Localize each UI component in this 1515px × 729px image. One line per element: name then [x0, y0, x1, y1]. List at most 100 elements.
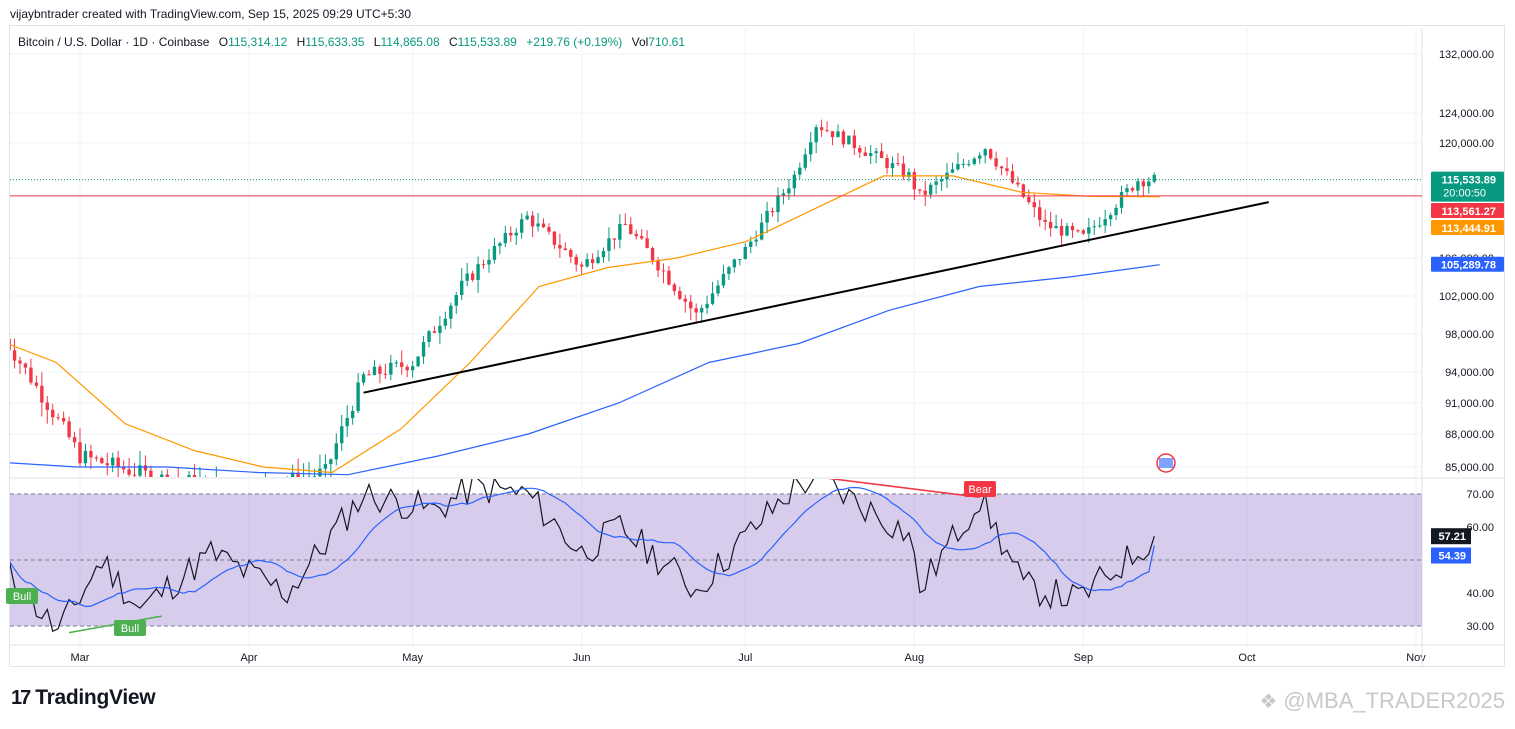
- candle-body: [912, 172, 917, 190]
- chart-frame: [9, 25, 1505, 667]
- candle-body: [574, 256, 578, 265]
- candle-body: [410, 366, 415, 371]
- candle-body: [667, 270, 671, 285]
- price-tick-label: 91,000.00: [1445, 398, 1494, 410]
- candle-body: [885, 158, 889, 169]
- tradingview-mark-icon: 17: [11, 686, 31, 709]
- candle-body: [607, 238, 611, 251]
- candle-body: [890, 163, 895, 169]
- candle-body: [1125, 188, 1129, 193]
- price-tick-label: 94,000.00: [1445, 367, 1494, 379]
- volume-value: 710.61: [648, 35, 685, 49]
- candle-body: [601, 250, 606, 258]
- candle-body: [138, 465, 142, 476]
- candle-body: [967, 163, 971, 165]
- candle-body: [105, 463, 109, 466]
- candle-body: [743, 246, 747, 260]
- price-badge: [1431, 220, 1504, 235]
- candle-body: [481, 264, 486, 266]
- last-price-label: 115,533.89: [1442, 175, 1496, 187]
- candle-body: [618, 223, 622, 240]
- candle-body: [847, 135, 851, 145]
- candle-body: [819, 127, 824, 131]
- candle-body: [61, 417, 66, 422]
- x-tick-label: Apr: [240, 652, 257, 664]
- candle-body: [209, 478, 212, 491]
- x-tick-label: Oct: [1238, 652, 1255, 664]
- candle-body: [754, 239, 758, 242]
- signal-badge: [964, 481, 996, 497]
- candle-body: [869, 153, 873, 156]
- candle-body: [280, 485, 283, 490]
- candle-body: [650, 248, 655, 261]
- x-tick-label: Nov: [1406, 652, 1426, 664]
- candle-body: [830, 131, 835, 138]
- candle-body: [732, 259, 737, 268]
- candle-body: [836, 131, 840, 138]
- candle-body: [923, 190, 927, 195]
- candle-body: [312, 476, 317, 477]
- event-flag-icon-fill: [1159, 458, 1173, 468]
- candle-body: [530, 215, 535, 227]
- candle-body: [220, 479, 223, 485]
- candle-body: [182, 481, 185, 482]
- candle-body: [536, 223, 540, 227]
- volume-label: Vol: [631, 35, 649, 49]
- candle-body: [1152, 174, 1156, 182]
- candle-body: [809, 142, 813, 155]
- watermark-text: @MBA_TRADER2025: [1283, 688, 1505, 713]
- candle-body: [1081, 230, 1086, 234]
- low-label: L: [373, 35, 381, 49]
- tradingview-logo: 17 TradingView: [11, 686, 156, 710]
- ohlc-legend: Bitcoin / U.S. Dollar · 1D · Coinbase O1…: [18, 35, 685, 49]
- price-tick-label: 120,000.00: [1439, 138, 1494, 150]
- candle-body: [901, 163, 906, 177]
- candle-body: [269, 482, 272, 487]
- candle-body: [918, 189, 922, 191]
- change-value: +219.76 (+0.19%): [526, 35, 623, 49]
- candle-body: [999, 166, 1004, 169]
- candle-body: [509, 232, 513, 236]
- candle-body: [569, 249, 573, 257]
- signal-label: Bear: [968, 484, 992, 496]
- candle-body: [34, 382, 39, 386]
- high-label: H: [296, 35, 306, 49]
- signal-label: Bull: [121, 623, 139, 635]
- candle-body: [710, 293, 715, 304]
- candle-body: [683, 298, 687, 302]
- candle-body: [879, 151, 884, 159]
- candle-body: [460, 280, 464, 296]
- candle-body: [94, 457, 99, 459]
- candle-body: [596, 257, 600, 264]
- x-tick-label: Aug: [905, 652, 925, 664]
- candle-body: [956, 163, 960, 170]
- candle-body: [465, 273, 469, 281]
- candle-body: [470, 273, 475, 280]
- candle-body: [1119, 192, 1124, 208]
- candle-body: [2, 339, 5, 340]
- candle-body: [226, 486, 229, 487]
- candle-body: [645, 238, 649, 249]
- candle-body: [978, 155, 982, 159]
- candle-body: [242, 486, 245, 494]
- trendline: [363, 201, 1269, 394]
- candle-body: [1010, 171, 1015, 183]
- candle-body: [23, 363, 28, 368]
- candle-body: [841, 131, 846, 145]
- candle-body: [296, 472, 300, 477]
- candle-body: [694, 308, 698, 313]
- candle-body: [558, 244, 562, 249]
- price-pane: [2, 119, 1160, 494]
- candle-body: [678, 291, 682, 299]
- candle-body: [825, 130, 829, 132]
- candle-body: [231, 487, 234, 492]
- candle-body: [329, 459, 333, 465]
- price-tick-label: 88,000.00: [1445, 429, 1494, 441]
- candle-body: [803, 154, 807, 168]
- candle-body: [498, 243, 502, 247]
- candle-body: [78, 442, 82, 464]
- candle-body: [514, 232, 518, 236]
- price-badge-label: 113,561.27: [1442, 206, 1496, 218]
- candle-body: [585, 259, 589, 267]
